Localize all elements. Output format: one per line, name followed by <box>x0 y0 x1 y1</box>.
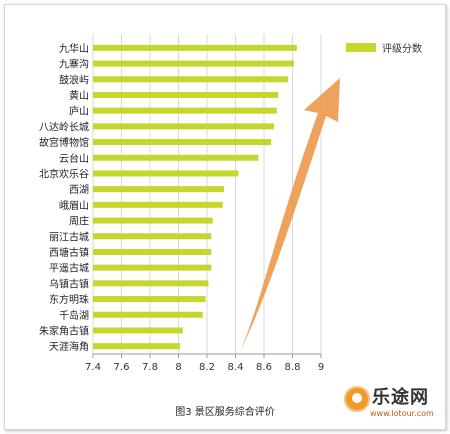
bar <box>93 170 239 177</box>
bar <box>93 107 277 114</box>
x-tick-label: 8.8 <box>285 362 301 373</box>
category-label: 庐山 <box>69 105 89 118</box>
category-label: 峨眉山 <box>59 200 89 212</box>
x-tick-label: 8 <box>175 362 181 373</box>
category-label: 东方明珠 <box>49 293 89 306</box>
x-tick-labels: 7.4 7.6 7.8 8 8.2 8.4 8.6 8.8 9 <box>85 354 324 373</box>
x-tick-label: 9 <box>318 362 324 373</box>
legend-label: 评级分数 <box>382 42 422 55</box>
category-label: 鼓浪屿 <box>59 73 89 86</box>
category-label: 朱家角古镇 <box>39 324 89 337</box>
category-label: 千岛湖 <box>59 309 89 322</box>
x-tick-label: 7.4 <box>85 362 101 373</box>
figure-caption: 图3 景区服务综合评价 <box>175 407 275 418</box>
category-label: 北京欢乐谷 <box>39 167 89 180</box>
category-label: 西塘古镇 <box>49 246 89 259</box>
bar <box>93 186 225 193</box>
category-label: 黄山 <box>69 89 89 102</box>
logo-mark-icon <box>344 386 370 412</box>
category-label: 丽江古城 <box>49 230 89 243</box>
bar <box>93 139 272 146</box>
x-tick-label: 7.8 <box>142 362 158 373</box>
category-label: 故宫博物馆 <box>39 136 89 149</box>
bar <box>93 311 203 318</box>
category-label: 八达岭长城 <box>39 120 89 133</box>
bar <box>93 264 212 271</box>
site-logo: 乐途网 www.lotour.com <box>342 384 442 424</box>
category-label: 西湖 <box>69 184 89 196</box>
bar <box>93 233 212 240</box>
category-label: 天涯海角 <box>49 340 89 353</box>
legend: 评级分数 <box>346 42 422 55</box>
bar <box>93 154 259 161</box>
logo-name: 乐途网 <box>372 387 429 408</box>
chart-frame <box>4 4 446 430</box>
category-label: 云台山 <box>59 152 89 165</box>
bar <box>93 327 183 334</box>
bar <box>93 248 212 255</box>
category-label: 九华山 <box>59 42 89 55</box>
x-tick-label: 8.4 <box>228 362 244 373</box>
bar <box>93 76 289 83</box>
bar <box>93 91 279 98</box>
arrow-annotation <box>240 78 340 352</box>
category-label: 平遥古城 <box>49 262 89 275</box>
bar <box>93 60 294 67</box>
bar <box>93 296 206 303</box>
bar <box>93 280 209 287</box>
bar <box>93 343 180 350</box>
category-labels: 九华山九寨沟鼓浪屿黄山庐山八达岭长城故宫博物馆云台山北京欢乐谷西湖峨眉山周庄丽江… <box>39 42 89 353</box>
x-tick-label: 7.6 <box>114 362 130 373</box>
category-label: 九寨沟 <box>59 58 89 71</box>
bar <box>93 44 297 51</box>
legend-swatch <box>346 43 376 52</box>
bar <box>93 217 213 224</box>
bar <box>93 123 274 130</box>
x-tick-label: 8.2 <box>199 362 215 373</box>
bar <box>93 201 223 208</box>
category-label: 乌镇古镇 <box>49 277 89 290</box>
bars <box>93 44 297 350</box>
x-tick-label: 8.6 <box>256 362 272 373</box>
logo-url: www.lotour.com <box>370 409 434 418</box>
category-label: 周庄 <box>69 215 89 228</box>
